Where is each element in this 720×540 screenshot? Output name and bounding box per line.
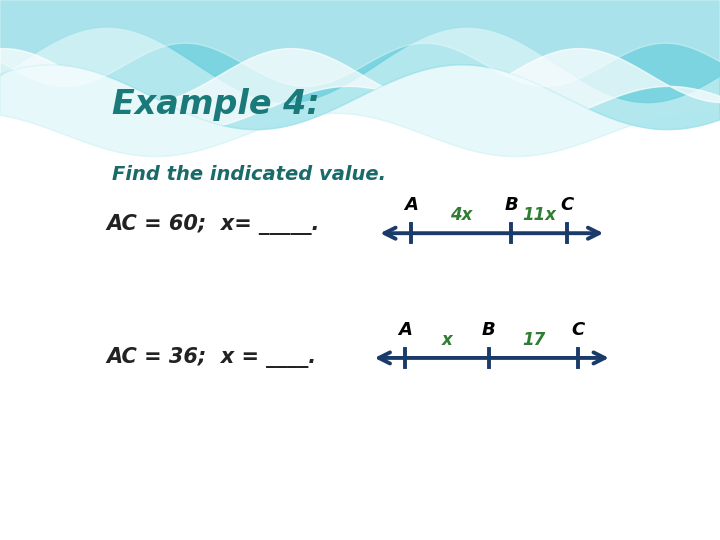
Text: C: C xyxy=(572,321,585,339)
Text: x: x xyxy=(442,331,452,349)
Text: 4x: 4x xyxy=(450,206,472,224)
Text: AC = 36;  x = ____.: AC = 36; x = ____. xyxy=(107,347,317,368)
Text: Find the indicated value.: Find the indicated value. xyxy=(112,165,387,184)
Text: AC = 60;  x= _____.: AC = 60; x= _____. xyxy=(107,214,320,235)
Text: A: A xyxy=(404,197,418,214)
Text: 17: 17 xyxy=(522,331,545,349)
Text: Example 4:: Example 4: xyxy=(112,87,320,120)
Text: B: B xyxy=(505,197,518,214)
Text: A: A xyxy=(398,321,413,339)
Text: B: B xyxy=(482,321,496,339)
Text: C: C xyxy=(560,197,574,214)
Text: 11x: 11x xyxy=(522,206,556,224)
